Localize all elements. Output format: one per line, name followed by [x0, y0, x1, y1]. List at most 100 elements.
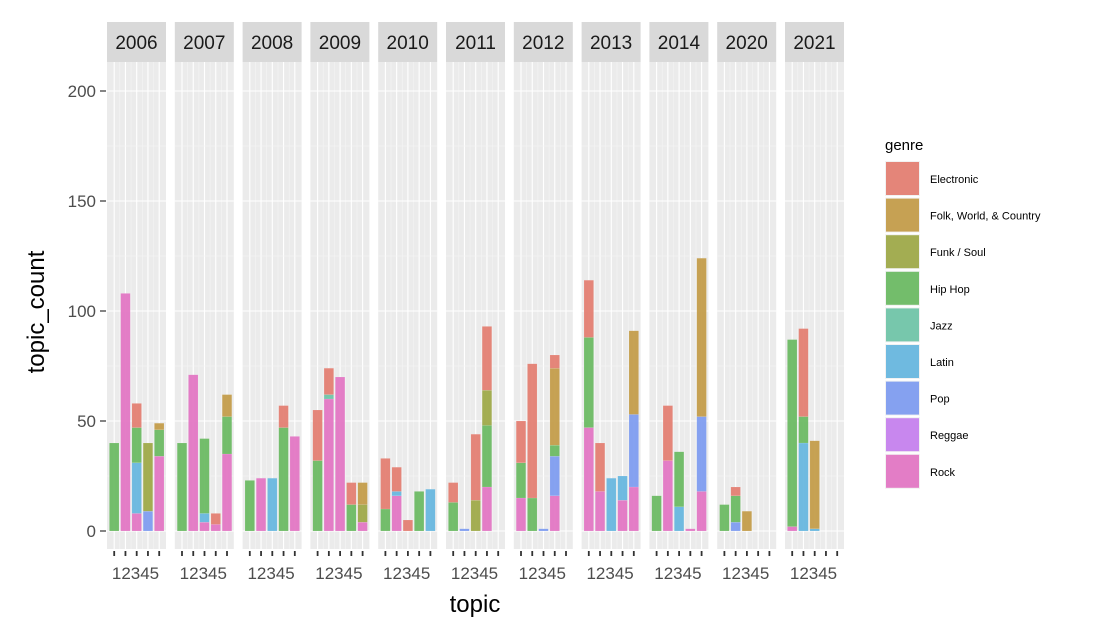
- bar-segment: [188, 374, 199, 532]
- legend-item: Electronic: [885, 161, 979, 196]
- bar-segment: [448, 482, 459, 503]
- legend-swatch: [886, 381, 919, 415]
- bar-segment: [787, 526, 798, 532]
- bar-segment: [583, 280, 594, 338]
- legend-swatch: [886, 345, 919, 378]
- bar-segment: [244, 480, 255, 532]
- legend-swatch: [886, 308, 919, 342]
- bar-segment: [809, 440, 820, 529]
- legend-label: Jazz: [930, 320, 953, 332]
- bar-segment: [391, 467, 402, 492]
- bar-segment: [142, 442, 153, 512]
- bar-segment: [109, 442, 120, 532]
- y-axis-title: topic_count: [23, 250, 50, 373]
- bar-segment: [549, 445, 560, 457]
- facet-2014: 2014 12345: [649, 22, 709, 583]
- bar-segment: [131, 513, 142, 532]
- legend-label: Pop: [930, 394, 950, 406]
- bar-segment: [628, 486, 639, 532]
- bar-segment: [583, 337, 594, 428]
- facet-strip-label: 2009: [319, 33, 361, 54]
- bar-segment: [199, 522, 210, 532]
- facet-strip: [717, 22, 777, 62]
- bar-segment: [549, 368, 560, 446]
- bar-segment: [527, 363, 538, 499]
- bar-segment: [312, 460, 323, 532]
- bar-segment: [481, 390, 492, 426]
- x-tick-label: 12345: [451, 564, 498, 583]
- bar-segment: [221, 394, 232, 417]
- bar-segment: [549, 354, 560, 369]
- y-axis: 0 50 100 150 200: [68, 82, 106, 541]
- bar-segment: [696, 258, 707, 417]
- bar-segment: [131, 427, 142, 464]
- facet-strip: [785, 22, 844, 62]
- legend-label: Latin: [930, 357, 954, 369]
- bar-segment: [323, 368, 334, 395]
- facet-strip-label: 2012: [522, 33, 564, 54]
- bar-segment: [730, 486, 741, 497]
- bar-segment: [323, 394, 334, 400]
- legend-label: Folk, World, & Country: [930, 211, 1041, 223]
- bar-segment: [210, 524, 221, 532]
- bar-segment: [131, 462, 142, 514]
- bar-segment: [787, 339, 798, 527]
- bar-segment: [346, 482, 357, 505]
- facet-strip: [310, 22, 370, 62]
- facet-strip: [581, 22, 641, 62]
- x-tick-label: 12345: [112, 564, 159, 583]
- facet-2010: 2010 12345: [378, 22, 438, 583]
- y-tick-label: 0: [87, 522, 96, 541]
- bar-segment: [289, 436, 300, 532]
- facet-2009: 2009 12345: [310, 22, 370, 583]
- bar-segment: [380, 508, 391, 532]
- legend-item: Latin: [885, 344, 954, 379]
- bar-segment: [516, 497, 527, 532]
- facet-strip: [107, 22, 166, 62]
- bar-segment: [516, 420, 527, 463]
- legend: Electronic Folk, World, & Country Funk / S…: [885, 161, 1041, 489]
- facet-2006: 2006 12345: [107, 22, 166, 583]
- bar-segment: [357, 504, 368, 523]
- y-tick-label: 100: [68, 302, 96, 321]
- facet-strip-label: 2006: [115, 33, 157, 54]
- facet-strip: [174, 22, 234, 62]
- legend-swatch: [886, 235, 919, 269]
- bar-segment: [154, 429, 165, 457]
- legend-label: Electronic: [930, 174, 979, 186]
- bar-segment: [131, 403, 142, 428]
- x-tick-label: 12345: [180, 564, 227, 583]
- bar-segment: [210, 513, 221, 525]
- bar-segment: [199, 513, 210, 523]
- bar-segment: [278, 405, 289, 428]
- legend-title: genre: [885, 137, 923, 154]
- bar-segment: [798, 328, 809, 417]
- legend-swatch: [886, 454, 919, 488]
- bar-segment: [595, 491, 606, 532]
- bar-segment: [323, 398, 334, 532]
- legend-label: Funk / Soul: [930, 247, 986, 259]
- legend-label: Rock: [930, 467, 956, 479]
- bar-segment: [470, 434, 481, 501]
- bar-segment: [741, 511, 752, 532]
- bar-segment: [516, 462, 527, 499]
- bar-segment: [527, 497, 538, 532]
- bar-segment: [425, 489, 436, 532]
- bar-segment: [674, 451, 685, 507]
- facet-strip-label: 2011: [455, 33, 496, 54]
- facet-2011: 2011 12345: [446, 22, 505, 583]
- legend-item: Jazz: [885, 307, 953, 343]
- bar-segment: [154, 456, 165, 532]
- bar-segment: [651, 495, 662, 532]
- facet-2012: 2012 12345: [513, 22, 573, 583]
- bar-segment: [662, 460, 673, 532]
- legend-label: Reggae: [930, 430, 969, 442]
- x-tick-label: 12345: [722, 564, 769, 583]
- bar-segment: [380, 458, 391, 510]
- facet-strip-label: 2020: [726, 33, 768, 54]
- bar-segment: [199, 438, 210, 514]
- bar-segment: [617, 500, 628, 532]
- bar-segment: [221, 416, 232, 455]
- facet-2007: 2007 12345: [174, 22, 234, 583]
- bar-segment: [154, 423, 165, 431]
